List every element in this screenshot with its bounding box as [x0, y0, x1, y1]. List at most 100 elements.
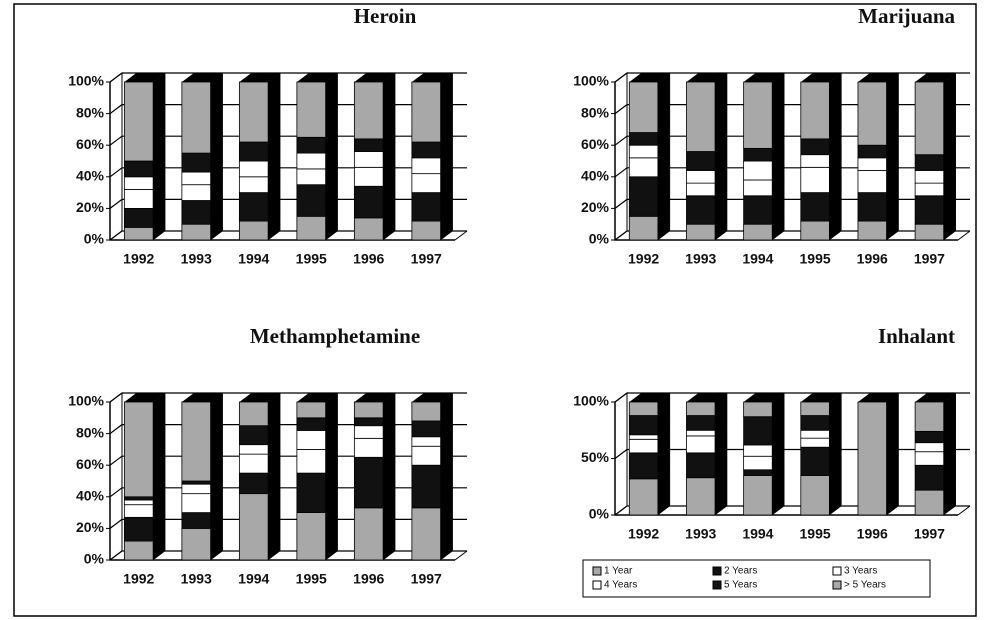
bar-side — [714, 72, 728, 153]
bar-segment — [914, 451, 945, 466]
bar-segment — [857, 220, 887, 241]
bar-side — [943, 72, 956, 156]
bar-top — [181, 73, 223, 82]
x-tick-label: 1994 — [742, 251, 773, 267]
bar-side — [267, 484, 281, 561]
y-tick-label: 60% — [76, 136, 105, 152]
bar-segment — [857, 81, 887, 146]
grid-line — [109, 230, 467, 241]
bar-segment — [296, 136, 327, 154]
floor-back — [957, 505, 971, 516]
bar-top — [181, 393, 223, 402]
legend-swatch — [712, 580, 722, 590]
bar-segment — [353, 166, 384, 187]
legend-box — [582, 559, 931, 598]
grid-line — [109, 550, 467, 561]
x-tick-label: 1996 — [353, 251, 384, 267]
bar-segment — [628, 81, 659, 133]
bar-segment — [743, 401, 773, 418]
bar-segment — [411, 173, 442, 193]
grid-line — [614, 135, 970, 146]
bar-segment — [743, 223, 773, 241]
bar-segment — [411, 507, 442, 561]
bar-segment — [411, 445, 442, 466]
bar-side — [210, 392, 223, 482]
bar-segment — [181, 81, 212, 154]
bar-segment — [628, 144, 659, 159]
grid-line — [614, 72, 970, 83]
bar-segment — [238, 472, 269, 495]
bar-segment — [181, 480, 212, 485]
bar-segment — [123, 81, 154, 162]
bar-top — [857, 393, 899, 402]
bar-side — [440, 498, 453, 561]
bar-segment — [238, 493, 269, 561]
bar-segment — [181, 483, 212, 495]
bar-segment — [743, 179, 773, 197]
bar-top — [857, 73, 899, 82]
bar-segment — [181, 528, 212, 561]
grid-line — [109, 72, 467, 83]
bar-segment — [296, 184, 327, 217]
y-tick-label: 80% — [581, 104, 610, 120]
bar-segment — [686, 415, 716, 431]
bar-segment — [914, 489, 945, 516]
legend-label: 5 Years — [724, 580, 757, 591]
y-tick-label: 0% — [84, 231, 105, 247]
grid-line — [109, 135, 467, 146]
bar-segment — [411, 157, 442, 175]
y-tick-label: 20% — [76, 199, 105, 215]
bar-segment — [353, 437, 384, 458]
bar-segment — [743, 469, 773, 476]
bar-segment — [800, 415, 830, 431]
grid-line — [109, 167, 467, 178]
bar-segment — [123, 496, 154, 501]
bar-top — [354, 73, 396, 82]
x-tick-label: 1995 — [800, 526, 831, 542]
chart-title: Marijuana — [858, 4, 955, 28]
bar-segment — [914, 442, 945, 453]
bar-segment — [800, 138, 830, 156]
legend-swatch — [832, 580, 842, 590]
bar-segment — [628, 176, 659, 217]
bar-segment — [743, 455, 773, 471]
bar-top — [296, 393, 338, 402]
bar-side — [657, 72, 671, 134]
bar-segment — [411, 464, 442, 509]
chart-title: Methamphetamine — [250, 324, 420, 348]
bar-top — [629, 73, 670, 82]
bar-top — [239, 73, 281, 82]
x-tick-label: 1996 — [857, 251, 888, 267]
grid-line — [614, 392, 970, 403]
bar-segment — [686, 223, 716, 241]
legend-label: 1 Year — [604, 566, 633, 577]
bar-segment — [628, 438, 659, 454]
bar-segment — [411, 81, 442, 143]
floor-back — [957, 230, 971, 241]
y-tick-label: 0% — [589, 506, 610, 522]
bar-segment — [686, 151, 716, 171]
bar-segment — [914, 195, 945, 225]
bar-segment — [914, 81, 945, 156]
bar-side — [886, 72, 899, 146]
bar-segment — [296, 472, 327, 514]
bar-segment — [411, 436, 442, 447]
bar-segment — [238, 401, 269, 427]
x-tick-label: 1992 — [628, 251, 659, 267]
grid-line — [614, 198, 970, 209]
bar-segment — [296, 512, 327, 561]
bar-segment — [123, 207, 154, 228]
bar-segment — [914, 223, 945, 241]
bar-segment — [238, 176, 269, 194]
y-tick-label: 100% — [573, 73, 609, 89]
bar-segment — [686, 452, 716, 479]
bar-segment — [353, 425, 384, 439]
bar-segment — [743, 444, 773, 457]
bar-segment — [181, 493, 212, 514]
bar-segment — [411, 192, 442, 222]
bar-top — [686, 393, 728, 402]
x-tick-label: 1994 — [742, 526, 773, 542]
back-wall — [109, 392, 123, 561]
bar-segment — [686, 182, 716, 197]
bar-segment — [296, 417, 327, 431]
